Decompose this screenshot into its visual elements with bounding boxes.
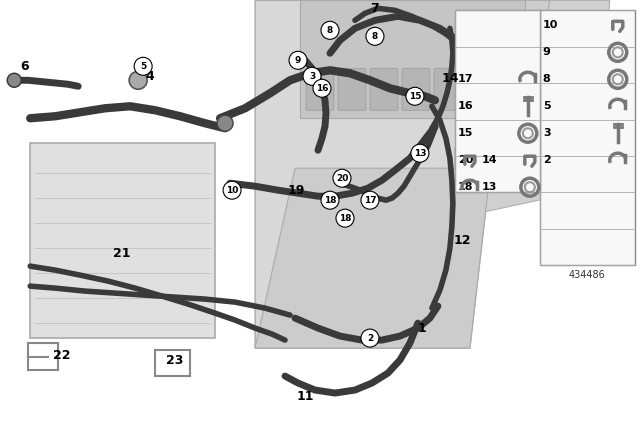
Circle shape <box>7 73 21 87</box>
FancyBboxPatch shape <box>338 68 366 110</box>
Text: 6: 6 <box>20 60 29 73</box>
Text: 2: 2 <box>367 334 373 343</box>
Text: 17: 17 <box>364 196 376 205</box>
Text: 12: 12 <box>453 234 470 247</box>
Text: 15: 15 <box>409 92 421 101</box>
Circle shape <box>321 22 339 39</box>
FancyBboxPatch shape <box>402 68 430 110</box>
Circle shape <box>361 329 379 347</box>
FancyBboxPatch shape <box>30 143 215 338</box>
Text: 13: 13 <box>482 182 497 192</box>
Text: 11: 11 <box>296 390 314 403</box>
Text: 10: 10 <box>543 20 558 30</box>
Text: 21: 21 <box>113 247 131 260</box>
Circle shape <box>223 181 241 199</box>
Text: 14: 14 <box>482 155 497 165</box>
Text: 19: 19 <box>287 184 305 197</box>
Circle shape <box>303 67 321 85</box>
Text: 4: 4 <box>146 70 154 83</box>
Circle shape <box>321 191 339 209</box>
Text: 7: 7 <box>371 2 380 15</box>
Text: 8: 8 <box>543 74 550 84</box>
Circle shape <box>361 191 379 209</box>
FancyBboxPatch shape <box>300 0 525 118</box>
Text: 2: 2 <box>543 155 550 165</box>
Circle shape <box>366 27 384 45</box>
Text: 16: 16 <box>316 84 328 93</box>
Circle shape <box>134 57 152 75</box>
Circle shape <box>406 87 424 105</box>
Circle shape <box>313 79 331 97</box>
Text: 5: 5 <box>140 62 147 71</box>
Circle shape <box>289 52 307 69</box>
Text: 15: 15 <box>458 128 473 138</box>
FancyBboxPatch shape <box>455 10 540 192</box>
FancyBboxPatch shape <box>306 68 334 110</box>
Text: 18: 18 <box>324 196 336 205</box>
Circle shape <box>217 115 233 131</box>
Text: 3: 3 <box>309 72 315 81</box>
Text: 1: 1 <box>417 322 426 335</box>
FancyBboxPatch shape <box>434 68 462 110</box>
Circle shape <box>336 209 354 227</box>
FancyBboxPatch shape <box>540 10 635 265</box>
Text: 3: 3 <box>543 128 550 138</box>
Text: 22: 22 <box>54 349 71 362</box>
Text: 20: 20 <box>458 155 473 165</box>
Polygon shape <box>255 0 510 348</box>
Text: 23: 23 <box>166 353 184 366</box>
Text: 17: 17 <box>458 74 474 84</box>
FancyBboxPatch shape <box>370 68 398 110</box>
Text: 8: 8 <box>372 32 378 41</box>
FancyBboxPatch shape <box>466 68 494 110</box>
Text: 9: 9 <box>295 56 301 65</box>
Text: 18: 18 <box>339 214 351 223</box>
Text: 9: 9 <box>543 47 550 57</box>
Text: 10: 10 <box>226 185 238 195</box>
Text: 13: 13 <box>413 149 426 158</box>
Text: 14: 14 <box>441 72 459 85</box>
Circle shape <box>129 71 147 89</box>
Circle shape <box>333 169 351 187</box>
Polygon shape <box>255 0 550 348</box>
Text: 8: 8 <box>327 26 333 35</box>
Text: 16: 16 <box>458 101 474 111</box>
Text: 18: 18 <box>458 182 474 192</box>
Circle shape <box>411 144 429 162</box>
Text: 434486: 434486 <box>568 270 605 280</box>
Polygon shape <box>455 0 610 218</box>
Text: 20: 20 <box>336 174 348 183</box>
Text: 5: 5 <box>543 101 550 111</box>
